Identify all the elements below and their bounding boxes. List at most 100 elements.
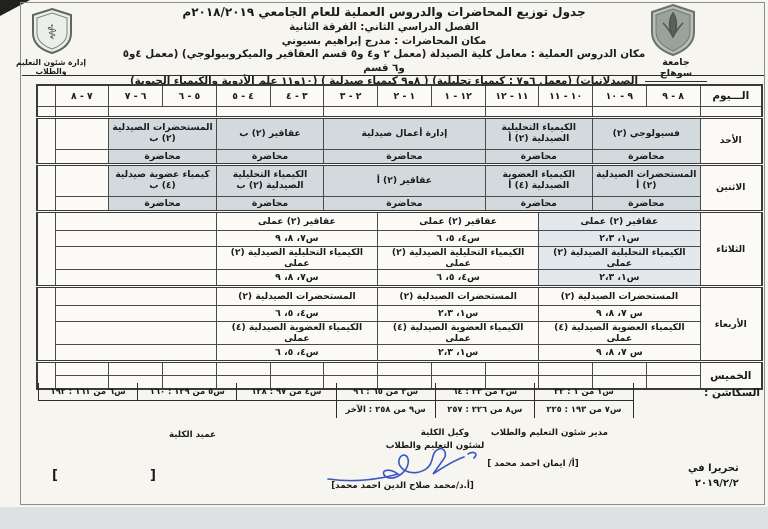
schedule-cell: عقاقير (٢) عملى [538, 211, 701, 231]
empty-cell [54, 211, 217, 231]
hour-header-cell: ٤ - ٥ [215, 84, 271, 107]
university-name: جامعة سوهاج [645, 57, 707, 82]
section-range: س٥ من ١٢٩ : ١٦٠ [137, 383, 237, 401]
schedule-cell: محاضرة [108, 149, 217, 165]
section-range: س٤ من ٩٧ : ١٢٨ [236, 383, 337, 401]
edge-cell [36, 211, 56, 287]
empty-cell [236, 400, 337, 418]
edge-cell [36, 117, 56, 165]
schedule-cell: الكيمياء التحليلية الصيدلية (٢) ب [215, 164, 325, 197]
empty-cell [699, 106, 763, 118]
hour-header-cell: ١١ - ١٢ [484, 84, 540, 107]
schedule-cell: محاضرة [484, 196, 593, 212]
schedule-cell: س١، ٢،٣ [538, 269, 701, 287]
schedule-cell: س١، ٢،٣ [538, 230, 701, 247]
empty-cell [54, 269, 217, 287]
schedule-cell: عقاقير (٢) عملى [376, 211, 540, 231]
empty-cell [645, 375, 701, 390]
director-name: [أ/ ايمان احمد محمد ] [487, 459, 579, 469]
pharmacy-faculty-logo: ⚕ [30, 7, 74, 59]
schedule-cell: محاضرة [215, 196, 325, 212]
vice-dean-title-1: وكيل الكلية [420, 428, 470, 438]
empty-cell [323, 361, 378, 376]
empty-cell [137, 400, 237, 418]
empty-cell [377, 361, 432, 376]
day-label: الثلاثاء [699, 211, 763, 287]
day-label: الأحد [699, 117, 763, 165]
hour-header-cell: ١ - ٢ [377, 84, 432, 107]
director-title: مدير شئون التعليم والطلاب [490, 428, 608, 438]
written-date: ٢٠١٩/٢/٢ [694, 477, 739, 489]
scan-corner-artifact [0, 0, 30, 16]
day-label: الأربعاء [699, 286, 763, 362]
schedule-cell: المستحضرات الصيدلية (٢) أ [592, 164, 701, 197]
page-title: جدول توزيع المحاضرات والدروس العملية للع… [182, 5, 586, 19]
hour-header-cell: ٧ - ٨ [54, 84, 110, 107]
schedule-cell: س٤، ٥، ٦ [215, 305, 379, 322]
schedule-cell: محاضرة [323, 149, 486, 165]
edge-cell [36, 164, 56, 212]
lecture-place-line: مكان المحاضرات : مدرج إبراهيم بسيوني [281, 34, 487, 47]
section-range: س٧ من ١٩٣ : ٢٢٥ [533, 400, 635, 418]
caduceus-shield-icon: ⚕ [32, 7, 72, 55]
empty-cell [54, 361, 110, 376]
schedule-cell: الكيمياء التحليلية الصيدلية (٢) عملى [538, 246, 701, 270]
schedule-cell: عقاقير (٢) عملى [215, 211, 379, 231]
empty-cell [54, 149, 110, 165]
hour-header-cell: ٢ - ٣ [323, 84, 378, 107]
schedule-cell: كيمياء عضوية صيدلية (٤) ب [108, 164, 217, 197]
practical-place-line-1: مكان الدروس العملية : معامل كلية الصيدلة… [122, 48, 646, 74]
empty-cell [54, 321, 217, 345]
empty-cell [592, 361, 647, 376]
schedule-cell: الكيمياء العضوية الصيدلية (٤) عملى [376, 321, 540, 345]
schedule-cell: س٤، ٥، ٦ [376, 269, 540, 287]
schedule-cell: محاضرة [108, 196, 217, 212]
empty-cell [215, 106, 325, 118]
empty-cell [54, 196, 110, 212]
sections-label: السكاشن : [704, 387, 760, 399]
section-range: س١ من ١ : ٣٢ [533, 383, 635, 401]
empty-cell [108, 361, 163, 376]
schedule-cell: س ٧، ٨، ٩ [538, 344, 701, 362]
hour-header-cell: ٣ - ٤ [269, 84, 325, 107]
schedule-cell: الكيمياء التحليلية الصيدلية (٢) عملى [376, 246, 540, 270]
sohag-university-shield-icon [651, 3, 695, 57]
schedule-cell: الكيمياء التحليلية الصيدلية (٢) أ [484, 117, 593, 150]
schedule-cell: الكيمياء العضوية الصيدلية (٤) عملى [215, 321, 379, 345]
schedule-cell: س٤، ٥، ٦ [215, 344, 379, 362]
schedule-cell: فسيولوجي (٢) [592, 117, 701, 150]
dean-title: عميد الكلية [168, 430, 216, 440]
written-at-label: تحريرا في [688, 463, 739, 474]
empty-cell [54, 286, 217, 306]
empty-cell [538, 361, 593, 376]
schedule-cell: س١، ٢،٣ [376, 305, 540, 322]
schedule-cell: المستحضرات الصيدلية (٢) [215, 286, 379, 306]
hour-header-cell: ٨ - ٩ [645, 84, 701, 107]
empty-cell [215, 361, 271, 376]
dean-name-bracket-open: [ [150, 468, 156, 483]
sohag-university-logo [648, 3, 698, 61]
schedule-cell: س٤، ٥، ٦ [376, 230, 540, 247]
schedule-cell: س١، ٢،٣ [376, 344, 540, 362]
vice-dean-name: [أ.د/محمد صلاح الدين احمد محمد] [331, 481, 474, 491]
schedule-cell: محاضرة [592, 149, 701, 165]
section-range: س٦ من ١٦١ : ١٩٢ [37, 383, 138, 401]
header-divider-line [22, 75, 764, 76]
schedule-cell: عقاقير (٢) ب [215, 117, 325, 150]
empty-cell [430, 361, 486, 376]
hour-header-cell: ٥ - ٦ [162, 84, 217, 107]
section-range: س٣ من ٦٥ : ٩٦ [335, 383, 436, 401]
written-at-block: تحريرا في ٢٠١٩/٢/٢ [688, 462, 739, 491]
empty-cell [54, 230, 217, 247]
day-label: الخميس [699, 361, 763, 390]
empty-cell [54, 164, 110, 197]
edge-cell [36, 84, 56, 107]
section-range: س٨ من ٢٢٦ : ٢٥٧ [434, 400, 535, 418]
empty-cell [108, 106, 217, 118]
empty-cell [645, 361, 701, 376]
schedule-cell: إدارة أعمال صيدلية [323, 117, 486, 150]
svg-text:⚕: ⚕ [47, 20, 58, 44]
section-range: س٩ من ٢٥٨ : الآخر [335, 400, 436, 418]
vice-dean-signature [322, 443, 484, 493]
